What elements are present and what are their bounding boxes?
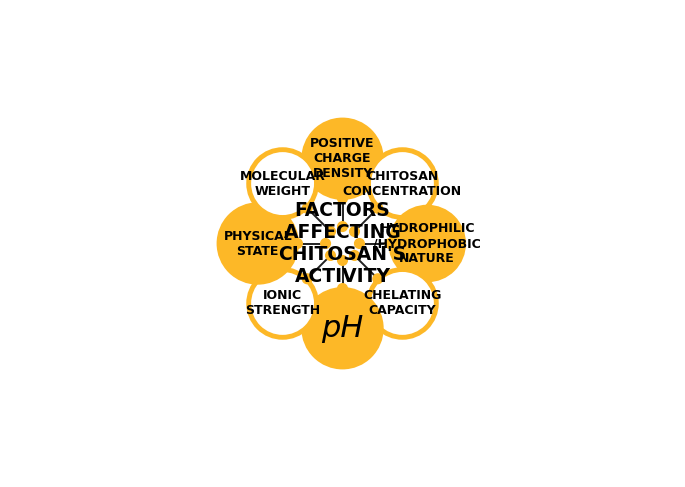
Circle shape [338,256,347,265]
Circle shape [338,284,347,293]
Text: IONIC
STRENGTH: IONIC STRENGTH [245,289,320,318]
Text: CHITOSAN
CONCENTRATION: CHITOSAN CONCENTRATION [343,169,462,198]
Circle shape [349,251,360,261]
Circle shape [303,289,382,367]
Circle shape [373,274,383,283]
Circle shape [302,274,312,283]
Circle shape [249,269,316,337]
Text: HYDROPHILIC
/HYDROPHOBIC
NATURE: HYDROPHILIC /HYDROPHOBIC NATURE [373,222,481,265]
Text: PHYSICAL
STATE: PHYSICAL STATE [223,229,292,258]
Circle shape [391,207,464,280]
Circle shape [373,204,383,213]
Text: POSITIVE
CHARGE
DENSITY: POSITIVE CHARGE DENSITY [310,137,375,180]
Circle shape [292,239,302,248]
Text: FACTORS
AFFECTING
CHITOSAN'S
ACTIVITY: FACTORS AFFECTING CHITOSAN'S ACTIVITY [278,201,407,286]
Circle shape [338,194,347,203]
Circle shape [303,120,382,198]
Circle shape [302,204,312,213]
Text: MOLECULAR
WEIGHT: MOLECULAR WEIGHT [240,169,325,198]
Circle shape [321,239,330,248]
Text: CHELATING
CAPACITY: CHELATING CAPACITY [363,289,442,318]
Circle shape [219,205,297,282]
Text: pH: pH [321,314,364,343]
Circle shape [249,150,316,218]
Circle shape [355,239,364,248]
Circle shape [338,222,347,231]
Circle shape [325,251,336,261]
Circle shape [369,150,436,218]
Circle shape [325,226,336,236]
Circle shape [349,226,360,236]
Circle shape [369,269,436,337]
Circle shape [385,239,395,248]
